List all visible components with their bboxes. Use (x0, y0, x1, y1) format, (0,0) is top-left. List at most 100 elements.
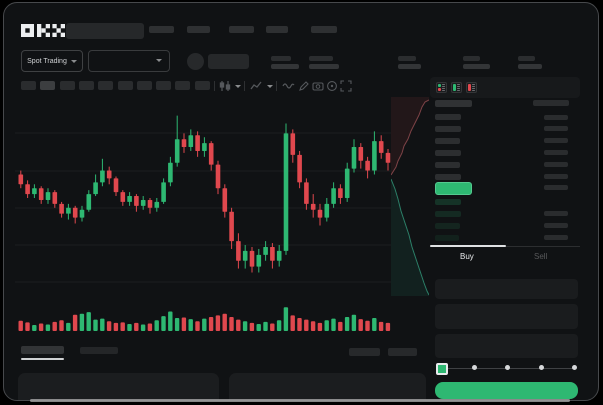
orderbook-view-bids-icon[interactable] (451, 82, 462, 93)
camera-icon[interactable] (312, 80, 324, 92)
slider-dot-100[interactable] (572, 365, 577, 370)
window-bottom-bezel (30, 399, 570, 402)
ask-price-placeholder[interactable] (435, 114, 461, 120)
volume-bar (236, 319, 241, 331)
candle (66, 207, 71, 214)
volume-bar (181, 317, 187, 331)
target-icon[interactable] (326, 80, 338, 92)
orderbook-view-combined-icon[interactable] (436, 82, 447, 93)
expand-icon[interactable] (340, 80, 352, 92)
timeframe-button[interactable] (40, 81, 56, 90)
pencil-icon[interactable] (298, 80, 310, 92)
candle (174, 139, 180, 163)
volume-bar (127, 323, 132, 331)
timeframe-button[interactable] (59, 81, 75, 90)
slider-handle[interactable] (436, 363, 448, 375)
ask-price-placeholder[interactable] (435, 137, 460, 144)
volume-bar (324, 320, 329, 331)
volume-bar (229, 316, 234, 331)
timeframe-button[interactable] (194, 81, 210, 90)
depth-chart[interactable] (391, 97, 429, 296)
bid-price-placeholder[interactable] (435, 199, 461, 205)
timeframe-button[interactable] (175, 81, 191, 90)
candle (181, 139, 187, 148)
volume-bar (106, 321, 112, 331)
timeframe-button[interactable] (156, 81, 172, 90)
slider-dot-50[interactable] (505, 365, 510, 370)
volume-bar (310, 321, 316, 331)
bottom-action-placeholder[interactable] (349, 348, 380, 356)
volume-bar (290, 315, 295, 331)
nav-item-placeholder[interactable] (266, 26, 288, 33)
volume-bar (195, 321, 200, 331)
timeframe-button[interactable] (21, 81, 36, 90)
tab-sell[interactable]: Sell (534, 252, 548, 261)
candle (18, 174, 24, 185)
slider-dot-75[interactable] (538, 365, 544, 370)
timeframe-button[interactable] (98, 81, 114, 90)
bottom-action-placeholder[interactable] (388, 348, 417, 356)
nav-item-placeholder[interactable] (311, 26, 337, 33)
nav-item-placeholder[interactable] (229, 26, 254, 33)
tab-buy[interactable]: Buy (460, 252, 474, 261)
indicator-icon[interactable] (250, 80, 262, 92)
ask-amount-placeholder (544, 114, 568, 120)
candle-type-icon[interactable] (219, 80, 231, 92)
timeframe-button[interactable] (78, 81, 94, 90)
timeframe-button[interactable] (136, 81, 152, 90)
bid-price-placeholder[interactable] (435, 234, 459, 241)
chevron-down-icon[interactable] (235, 85, 241, 88)
market-type-selector[interactable]: Spot Trading (21, 50, 83, 72)
wave-icon[interactable] (282, 80, 295, 92)
nav-item-placeholder[interactable] (149, 26, 174, 33)
search-input[interactable] (66, 23, 144, 39)
bottom-tab[interactable] (80, 347, 118, 354)
volume-pane[interactable] (15, 301, 391, 334)
candle (72, 207, 78, 218)
bottom-tab-active[interactable] (21, 346, 64, 354)
bid-price-placeholder[interactable] (435, 222, 460, 229)
chevron-down-icon[interactable] (267, 85, 273, 88)
candle (236, 241, 241, 261)
volume-bar (351, 314, 357, 331)
candle (100, 170, 105, 183)
buy-submit-button[interactable] (435, 382, 578, 399)
volume-bar (100, 318, 105, 331)
stat-label-placeholder (309, 56, 333, 61)
volume-bar (249, 322, 255, 331)
bid-price-placeholder[interactable] (435, 210, 461, 217)
candle (351, 147, 357, 169)
volume-bar (140, 324, 146, 331)
slider-dot-25[interactable] (471, 365, 477, 370)
order-form-field[interactable] (435, 334, 578, 358)
bottom-tab-underline (21, 358, 64, 360)
candle (38, 188, 44, 200)
orderbook-view-asks-icon[interactable] (466, 82, 477, 93)
pair-dropdown[interactable] (88, 50, 170, 72)
candle (222, 188, 228, 212)
ask-price-placeholder[interactable] (435, 173, 461, 180)
volume-bar (242, 321, 248, 331)
candle (86, 194, 92, 210)
candle (372, 141, 377, 171)
ask-price-placeholder[interactable] (435, 149, 461, 156)
order-form-field[interactable] (435, 279, 578, 299)
candle (188, 135, 194, 148)
timeframe-button[interactable] (117, 81, 133, 90)
last-price-indicator[interactable] (435, 182, 472, 195)
candle (263, 247, 268, 255)
ask-price-placeholder[interactable] (435, 125, 461, 132)
candlestick-chart[interactable] (15, 97, 391, 297)
ask-amount-placeholder (544, 150, 568, 156)
volume-bar (93, 319, 98, 331)
orderbook-header-price (435, 100, 472, 107)
ask-price-placeholder[interactable] (435, 161, 460, 168)
nav-item-placeholder[interactable] (187, 26, 210, 33)
okx-logo (21, 24, 65, 37)
market-type-label: Spot Trading (27, 57, 67, 65)
active-tab-indicator (430, 245, 506, 247)
volume-bar (385, 322, 391, 331)
order-form-field[interactable] (435, 304, 578, 329)
candle (32, 188, 37, 195)
stat-label-placeholder (518, 56, 535, 61)
